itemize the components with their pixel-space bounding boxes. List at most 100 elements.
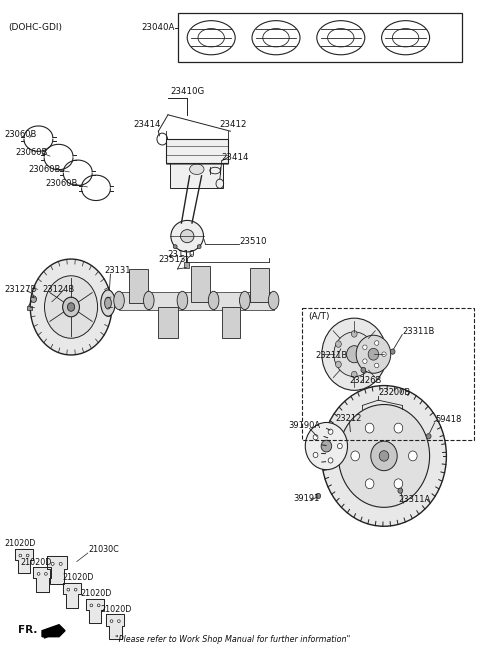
Bar bbox=[191, 266, 210, 302]
Text: 21020D: 21020D bbox=[62, 573, 94, 582]
Ellipse shape bbox=[37, 573, 40, 575]
Ellipse shape bbox=[408, 451, 417, 461]
Ellipse shape bbox=[363, 345, 367, 350]
Text: 23510: 23510 bbox=[239, 237, 266, 246]
Ellipse shape bbox=[197, 245, 201, 249]
Text: 23311A: 23311A bbox=[398, 495, 431, 504]
Text: 39190A: 39190A bbox=[288, 420, 320, 430]
Text: 21020D: 21020D bbox=[5, 539, 36, 548]
Bar bbox=[222, 307, 240, 338]
Ellipse shape bbox=[356, 335, 391, 373]
Text: 21020D: 21020D bbox=[81, 589, 112, 598]
Text: 23131: 23131 bbox=[105, 266, 131, 275]
Text: (A/T): (A/T) bbox=[309, 312, 330, 321]
Text: 21020D: 21020D bbox=[20, 558, 51, 567]
Text: 23211B: 23211B bbox=[316, 351, 348, 360]
Text: 23513: 23513 bbox=[158, 255, 186, 264]
Ellipse shape bbox=[51, 562, 54, 565]
Ellipse shape bbox=[371, 441, 397, 470]
Text: 23040A: 23040A bbox=[142, 23, 175, 32]
Ellipse shape bbox=[394, 479, 403, 489]
Ellipse shape bbox=[374, 340, 379, 345]
Bar bbox=[302, 308, 474, 440]
Text: 23060B: 23060B bbox=[46, 179, 78, 188]
Text: 23110: 23110 bbox=[167, 250, 194, 259]
Bar bbox=[184, 262, 189, 268]
Ellipse shape bbox=[368, 348, 379, 360]
Ellipse shape bbox=[313, 453, 318, 458]
Polygon shape bbox=[15, 549, 33, 573]
Bar bbox=[245, 292, 274, 310]
Ellipse shape bbox=[365, 479, 374, 489]
Ellipse shape bbox=[398, 488, 403, 493]
Ellipse shape bbox=[328, 429, 333, 434]
Ellipse shape bbox=[97, 604, 100, 607]
Bar bbox=[178, 13, 462, 62]
Bar bbox=[119, 292, 149, 310]
Ellipse shape bbox=[334, 332, 374, 377]
Ellipse shape bbox=[177, 291, 188, 310]
Ellipse shape bbox=[316, 493, 321, 499]
Ellipse shape bbox=[105, 297, 111, 309]
Ellipse shape bbox=[322, 386, 446, 526]
Ellipse shape bbox=[363, 359, 367, 363]
Ellipse shape bbox=[74, 588, 77, 591]
Ellipse shape bbox=[31, 296, 36, 302]
Ellipse shape bbox=[374, 363, 379, 368]
Ellipse shape bbox=[337, 443, 342, 449]
Ellipse shape bbox=[305, 422, 348, 470]
Ellipse shape bbox=[62, 297, 79, 317]
Ellipse shape bbox=[347, 346, 362, 363]
Ellipse shape bbox=[321, 440, 332, 452]
Polygon shape bbox=[47, 556, 67, 584]
Text: 21020D: 21020D bbox=[101, 605, 132, 614]
Ellipse shape bbox=[379, 451, 389, 461]
Ellipse shape bbox=[367, 341, 373, 348]
Ellipse shape bbox=[59, 562, 62, 565]
Text: 23060B: 23060B bbox=[29, 165, 61, 174]
Ellipse shape bbox=[322, 318, 387, 390]
Text: 23060B: 23060B bbox=[5, 130, 37, 139]
Bar bbox=[214, 292, 245, 310]
Ellipse shape bbox=[240, 291, 250, 310]
Bar bbox=[170, 163, 223, 188]
Ellipse shape bbox=[67, 303, 74, 312]
Polygon shape bbox=[33, 567, 51, 592]
Ellipse shape bbox=[351, 371, 357, 378]
Bar bbox=[250, 268, 269, 302]
Ellipse shape bbox=[90, 604, 93, 607]
Text: FR.: FR. bbox=[18, 625, 37, 635]
Ellipse shape bbox=[110, 620, 113, 623]
Ellipse shape bbox=[336, 341, 341, 348]
Ellipse shape bbox=[426, 434, 431, 439]
Text: 23060B: 23060B bbox=[15, 148, 48, 157]
Text: 21030C: 21030C bbox=[89, 545, 120, 554]
Ellipse shape bbox=[313, 434, 318, 440]
Ellipse shape bbox=[144, 291, 154, 310]
Bar bbox=[158, 307, 178, 338]
Text: "Please refer to Work Shop Manual for further information": "Please refer to Work Shop Manual for fu… bbox=[115, 635, 350, 644]
Ellipse shape bbox=[45, 276, 97, 338]
Bar bbox=[149, 292, 182, 310]
Ellipse shape bbox=[114, 291, 124, 310]
Ellipse shape bbox=[338, 405, 430, 507]
Ellipse shape bbox=[173, 245, 177, 249]
Bar bbox=[129, 269, 148, 303]
Ellipse shape bbox=[336, 361, 341, 367]
Text: 23412: 23412 bbox=[219, 120, 246, 129]
Ellipse shape bbox=[190, 164, 204, 174]
Ellipse shape bbox=[180, 230, 194, 243]
Ellipse shape bbox=[26, 554, 29, 557]
Bar bbox=[27, 306, 32, 310]
Bar bbox=[166, 139, 228, 163]
Bar bbox=[182, 292, 214, 310]
Ellipse shape bbox=[394, 423, 403, 433]
Text: 23127B: 23127B bbox=[5, 285, 37, 295]
Text: 39191: 39191 bbox=[293, 494, 319, 503]
Text: 23212: 23212 bbox=[335, 414, 361, 423]
Ellipse shape bbox=[67, 588, 70, 591]
Ellipse shape bbox=[382, 352, 386, 357]
Ellipse shape bbox=[45, 573, 47, 575]
Polygon shape bbox=[42, 625, 65, 637]
Ellipse shape bbox=[208, 291, 219, 310]
